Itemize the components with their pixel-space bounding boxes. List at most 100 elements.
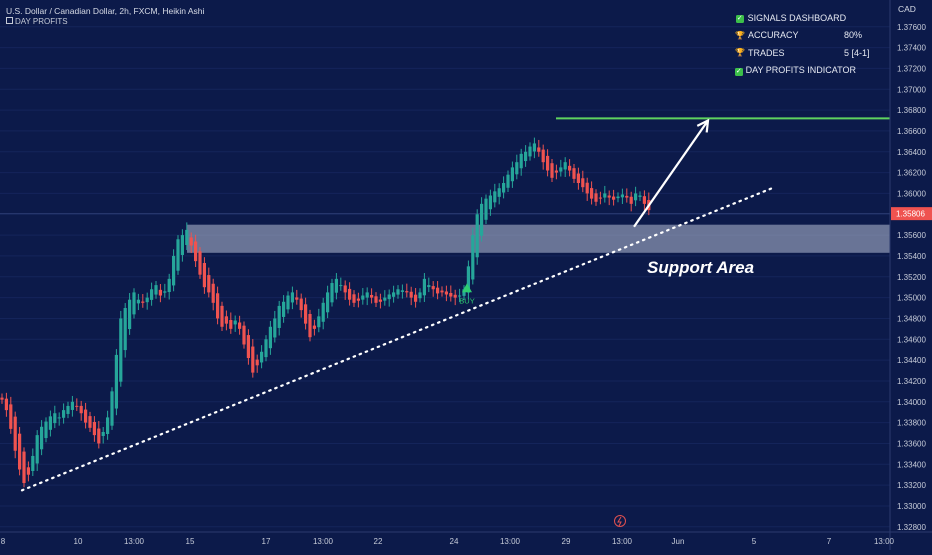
candle-body bbox=[475, 214, 479, 258]
candle-body bbox=[0, 397, 4, 400]
symbol-title[interactable]: U.S. Dollar / Canadian Dollar, 2h, FXCM,… bbox=[6, 6, 205, 16]
candle-body bbox=[312, 325, 316, 329]
candle-body bbox=[308, 313, 312, 338]
candle-body bbox=[189, 237, 193, 246]
candle-body bbox=[418, 292, 422, 299]
time-tick-label: 29 bbox=[562, 537, 571, 546]
time-tick-label: 13:00 bbox=[124, 537, 145, 546]
candle-body bbox=[462, 289, 466, 296]
dashboard-row-signals: ✓ SIGNALS DASHBOARD bbox=[734, 9, 904, 27]
candle-body bbox=[563, 162, 567, 170]
candle-body bbox=[620, 194, 624, 198]
candle-body bbox=[568, 165, 572, 171]
candle-body bbox=[114, 354, 118, 409]
candle-body bbox=[440, 290, 444, 293]
candle-body bbox=[70, 401, 74, 410]
price-tick-label: 1.37600 bbox=[897, 23, 926, 32]
candle-body bbox=[53, 413, 57, 424]
projection-arrow bbox=[633, 119, 709, 228]
price-tick-label: 1.33200 bbox=[897, 481, 926, 490]
candle-body bbox=[268, 326, 272, 349]
candle-body bbox=[299, 298, 303, 311]
candle-body bbox=[88, 416, 92, 428]
candle-body bbox=[317, 316, 321, 328]
candle-body bbox=[277, 305, 281, 328]
current-price-tag[interactable] bbox=[891, 207, 932, 221]
candle-body bbox=[220, 305, 224, 327]
time-tick-label: 5 bbox=[752, 537, 757, 546]
candle-body bbox=[66, 405, 70, 414]
candle-body bbox=[603, 193, 607, 198]
price-tick-label: 1.36600 bbox=[897, 127, 926, 136]
candle-body bbox=[625, 195, 629, 198]
candle-body bbox=[493, 191, 497, 203]
price-tick-label: 1.36800 bbox=[897, 106, 926, 115]
indicator-title[interactable]: DAY PROFITS bbox=[6, 17, 68, 26]
candle-body bbox=[590, 188, 594, 199]
time-axis[interactable]: 8 10 13:00 15 17 13:00 22 24 13:00 29 13:00 Jun 5 7 13… bbox=[0, 531, 932, 546]
candle-body bbox=[101, 431, 105, 436]
candle-body bbox=[282, 301, 286, 317]
price-tick-label: 1.36000 bbox=[897, 189, 926, 198]
time-tick-label: 8 bbox=[1, 537, 6, 546]
candle-body bbox=[132, 292, 136, 315]
dashboard-row-trades: 🏆 TRADES 5 [4-1] bbox=[734, 44, 904, 62]
candle-body bbox=[374, 296, 378, 303]
candle-body bbox=[79, 405, 83, 414]
candle-body bbox=[18, 433, 22, 470]
candle-body bbox=[502, 183, 506, 193]
price-tick-label: 1.35000 bbox=[897, 294, 926, 303]
candle-body bbox=[594, 193, 598, 202]
candle-body bbox=[642, 196, 646, 204]
square-icon bbox=[6, 17, 13, 24]
candle-body bbox=[48, 416, 52, 430]
candle-body bbox=[202, 263, 206, 288]
time-tick-label: Jun bbox=[672, 537, 685, 546]
price-tick-label: 1.35600 bbox=[897, 231, 926, 240]
time-tick-label: 15 bbox=[186, 537, 195, 546]
support-zone-band bbox=[187, 224, 890, 253]
candle-body bbox=[339, 285, 343, 287]
candle-body bbox=[532, 143, 536, 152]
candle-body bbox=[541, 149, 545, 163]
candle-body bbox=[251, 346, 255, 373]
check-icon: ✓ bbox=[734, 67, 743, 76]
event-marker-icon[interactable] bbox=[614, 515, 626, 527]
candle-body bbox=[528, 146, 532, 157]
price-tick-label: 1.33400 bbox=[897, 460, 926, 469]
candle-body bbox=[194, 241, 198, 262]
candle-body bbox=[607, 195, 611, 198]
time-tick-label: 10 bbox=[74, 537, 83, 546]
overlay-lines bbox=[20, 117, 890, 492]
candle-body bbox=[167, 278, 171, 293]
candle-body bbox=[400, 290, 404, 292]
candle-body bbox=[537, 147, 541, 152]
candle-body bbox=[97, 428, 101, 444]
price-tick-label: 1.34000 bbox=[897, 398, 926, 407]
candle-body bbox=[484, 198, 488, 220]
candle-body bbox=[524, 151, 528, 162]
candle-body bbox=[383, 297, 387, 301]
candle-body bbox=[326, 292, 330, 313]
candle-body bbox=[154, 285, 158, 295]
candle-body bbox=[22, 451, 26, 484]
candle-body bbox=[378, 299, 382, 302]
price-tick-label: 1.33800 bbox=[897, 419, 926, 428]
price-axis[interactable]: CAD 1.37600 1.37400 1.37200 1.37000 1.36800 1.… bbox=[889, 0, 932, 550]
trophy-icon: 🏆 bbox=[735, 48, 745, 58]
candle-body bbox=[387, 294, 391, 300]
lightning-icon bbox=[617, 516, 622, 527]
candle-body bbox=[31, 455, 35, 472]
candle-body bbox=[128, 299, 132, 330]
candle-body bbox=[598, 197, 602, 199]
buy-signal-arrow bbox=[462, 283, 472, 293]
trend-line bbox=[20, 187, 774, 492]
candle-body bbox=[255, 359, 259, 366]
dashboard-label: DAY PROFITS INDICATOR bbox=[745, 65, 856, 76]
candle-body bbox=[546, 155, 550, 171]
candle-body bbox=[488, 195, 492, 210]
price-tick-label: 1.33600 bbox=[897, 439, 926, 448]
candle-body bbox=[145, 297, 149, 303]
candle-body bbox=[466, 266, 470, 293]
